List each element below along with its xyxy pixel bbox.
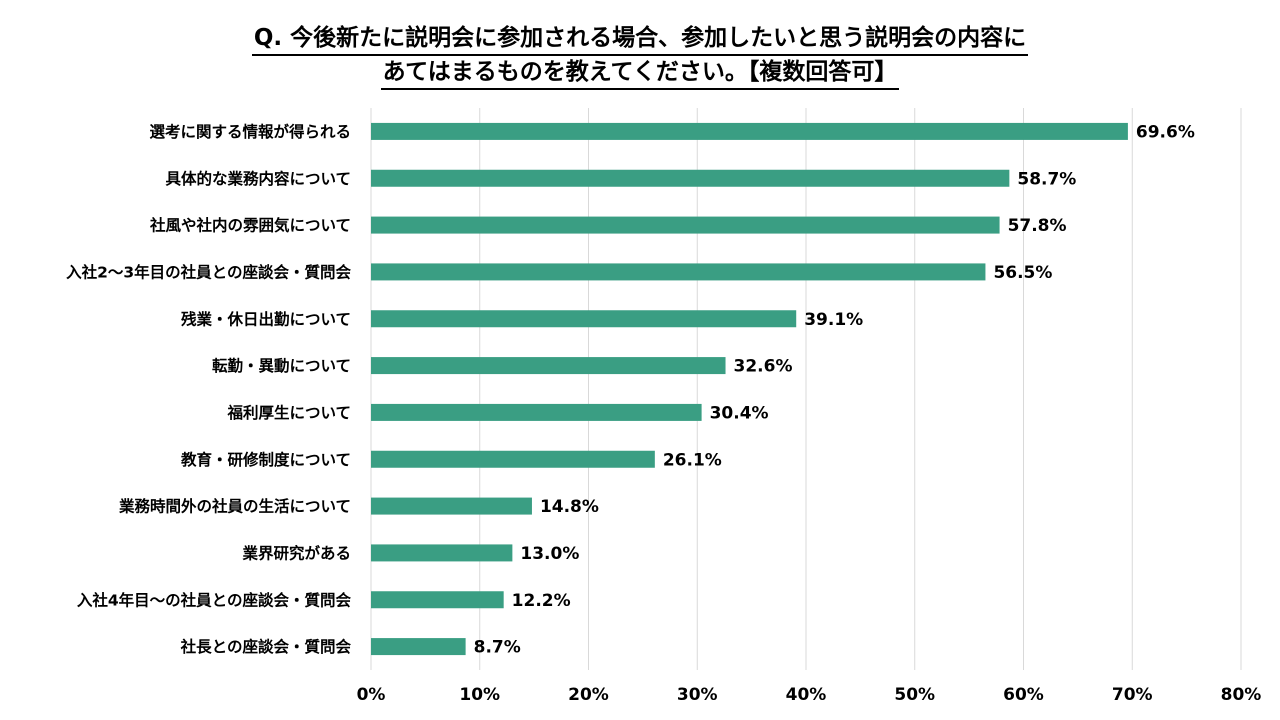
data-label: 56.5% (993, 263, 1052, 283)
category-label: 転勤・異動について (212, 356, 351, 375)
category-label: 社長との座談会・質問会 (180, 637, 352, 656)
data-label: 39.1% (804, 310, 863, 330)
data-label: 30.4% (710, 403, 769, 423)
chart-title: Q. 今後新たに説明会に参加される場合、参加したいと思う説明会の内容に あてはま… (0, 22, 1280, 90)
category-label: 具体的な業務内容について (165, 169, 351, 188)
bar (371, 591, 504, 609)
bar (371, 497, 532, 515)
bar (371, 310, 797, 328)
bar (371, 263, 986, 281)
data-label: 8.7% (474, 638, 521, 658)
x-tick-label: 30% (677, 685, 718, 705)
x-tick-label: 40% (786, 685, 827, 705)
x-tick-label: 20% (568, 685, 609, 705)
bar (371, 544, 513, 562)
x-tick-label: 70% (1112, 685, 1153, 705)
data-label: 58.7% (1017, 169, 1076, 189)
bar (371, 169, 1010, 187)
data-label: 13.0% (520, 544, 579, 564)
bar (371, 216, 1000, 234)
x-tick-label: 80% (1221, 685, 1262, 705)
category-label: 教育・研修制度について (181, 450, 351, 469)
x-tick-label: 50% (894, 685, 935, 705)
chart-title-line-2: あてはまるものを教えてください。【複数回答可】 (380, 56, 900, 90)
x-tick-label: 10% (459, 685, 500, 705)
chart-title-line-1: Q. 今後新たに説明会に参加される場合、参加したいと思う説明会の内容に (251, 22, 1029, 56)
bar (371, 638, 466, 656)
bar (371, 357, 726, 375)
bar (371, 122, 1128, 140)
data-label: 69.6% (1136, 122, 1195, 142)
category-label: 入社2～3年目の社員との座談会・質問会 (66, 262, 351, 281)
x-tick-label: 60% (1003, 685, 1044, 705)
category-label: 業務時間外の社員の生活について (118, 497, 351, 516)
bar (371, 403, 702, 421)
data-label: 32.6% (734, 357, 793, 377)
category-label: 入社4年目～の社員との座談会・質問会 (77, 590, 352, 609)
category-label: 残業・休日出勤について (181, 309, 351, 328)
category-label: 社風や社内の雰囲気について (149, 216, 351, 235)
bar (371, 450, 655, 468)
data-label: 57.8% (1008, 216, 1067, 236)
data-label: 14.8% (540, 497, 599, 517)
category-label: 業界研究がある (241, 543, 351, 562)
data-label: 26.1% (663, 450, 722, 470)
x-tick-label: 0% (357, 685, 386, 705)
category-label: 選考に関する情報が得られる (149, 122, 351, 141)
data-label: 12.2% (512, 591, 571, 611)
category-label: 福利厚生について (226, 403, 351, 422)
